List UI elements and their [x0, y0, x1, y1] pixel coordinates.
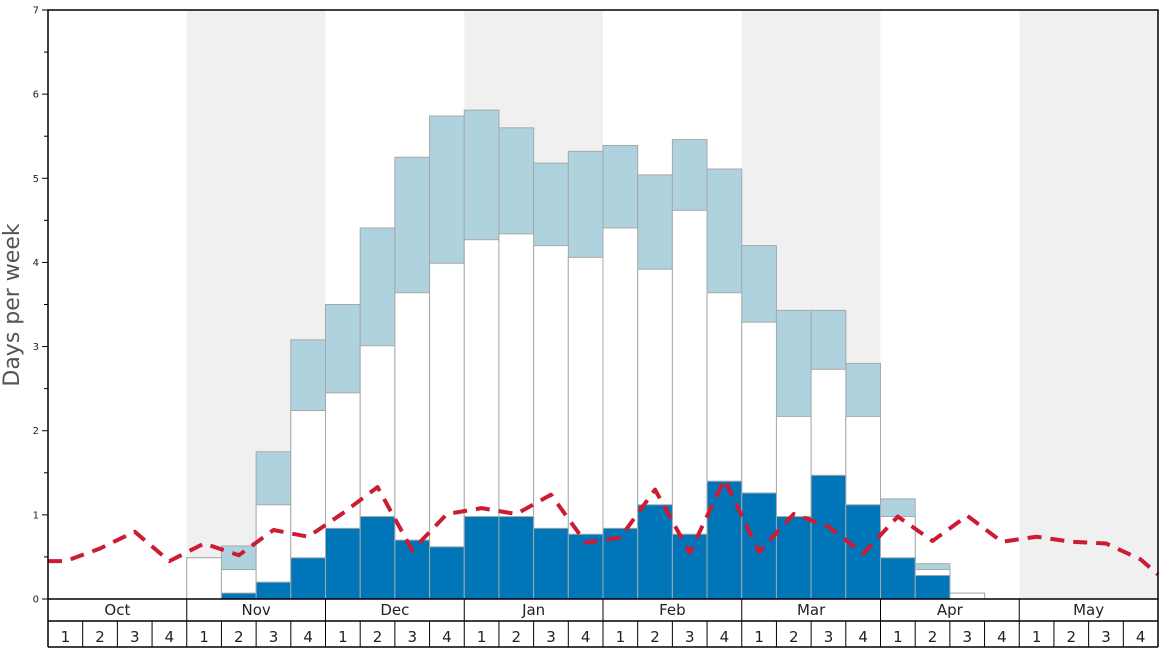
week-label: 2: [234, 628, 244, 646]
bar-dark-11: [429, 546, 465, 600]
week-label: 4: [442, 628, 452, 646]
month-label-oct: Oct: [104, 601, 130, 619]
bar-dark-6: [255, 581, 292, 600]
y-tick-label: 3: [33, 342, 39, 353]
series-dashed-line: [48, 477, 1160, 576]
week-label: 1: [61, 628, 71, 646]
x-axis-layer: Oct Nov Dec Jan Feb Mar Apr May 1 2 3 4 1 2 3 4 1 2 3 4 1 2 3 4…: [47, 599, 1159, 648]
dashed-line-layer: [48, 477, 1160, 576]
bar-dark-18: [671, 533, 708, 600]
y-tick-label: 2: [33, 426, 39, 437]
bar-dark-25: [914, 574, 951, 600]
week-label: 4: [303, 628, 313, 646]
week-label: 2: [95, 628, 105, 646]
week-label: 3: [685, 628, 695, 646]
bar-dark-12: [463, 516, 500, 600]
month-label-apr: Apr: [937, 601, 964, 619]
week-label: 3: [407, 628, 417, 646]
week-label: 4: [165, 628, 175, 646]
week-label: 1: [477, 628, 487, 646]
week-label: 2: [512, 628, 522, 646]
week-label: 2: [789, 628, 799, 646]
week-label: 3: [824, 628, 834, 646]
week-label: 1: [199, 628, 209, 646]
bar-dark-21: [775, 516, 812, 600]
week-label: 3: [962, 628, 972, 646]
month-label-may: May: [1073, 601, 1104, 619]
month-label-dec: Dec: [380, 601, 409, 619]
bar-dark-17: [637, 504, 673, 600]
bar-dark-8: [325, 527, 361, 600]
bar-dark-9: [359, 516, 396, 600]
bar-white-4: [186, 557, 222, 600]
week-label: 4: [997, 628, 1007, 646]
month-label-nov: Nov: [241, 601, 270, 619]
y-tick-label: 7: [33, 6, 39, 17]
week-label: 4: [858, 628, 868, 646]
bar-dark-20: [741, 492, 777, 600]
week-label: 2: [1067, 628, 1077, 646]
week-label: 1: [893, 628, 903, 646]
month-label-mar: Mar: [797, 601, 826, 619]
week-label: 1: [338, 628, 348, 646]
week-label: 1: [1032, 628, 1042, 646]
y-tick-label: 0: [33, 595, 39, 606]
week-label: 2: [373, 628, 383, 646]
bar-dark-24: [880, 557, 916, 600]
y-tick-label: 1: [33, 510, 39, 521]
bar-dark-19: [706, 480, 743, 600]
week-label: 1: [754, 628, 764, 646]
bar-dark-15: [567, 533, 604, 600]
week-label: 4: [1136, 628, 1146, 646]
y-axis-label: Days per week: [0, 223, 25, 386]
bar-dark-7: [290, 557, 326, 600]
week-label: 1: [616, 628, 626, 646]
y-tick-label: 6: [33, 90, 39, 101]
week-label: 3: [130, 628, 140, 646]
week-label: 2: [928, 628, 938, 646]
bar-white-26: [949, 592, 986, 600]
month-shade-may: [1019, 10, 1158, 599]
week-label: 3: [546, 628, 556, 646]
week-label: 3: [1101, 628, 1111, 646]
bar-dark-22: [810, 474, 847, 600]
bar-dark-5: [220, 592, 257, 600]
week-label: 2: [650, 628, 660, 646]
week-label: 4: [581, 628, 591, 646]
y-tick-label: 4: [33, 258, 39, 269]
week-label: 3: [269, 628, 279, 646]
month-label-feb: Feb: [659, 601, 686, 619]
month-label-jan: Jan: [521, 601, 545, 619]
bar-dark-13: [498, 516, 535, 600]
bar-dark-14: [533, 527, 569, 600]
y-tick-label: 5: [33, 174, 39, 185]
week-label: 4: [720, 628, 730, 646]
